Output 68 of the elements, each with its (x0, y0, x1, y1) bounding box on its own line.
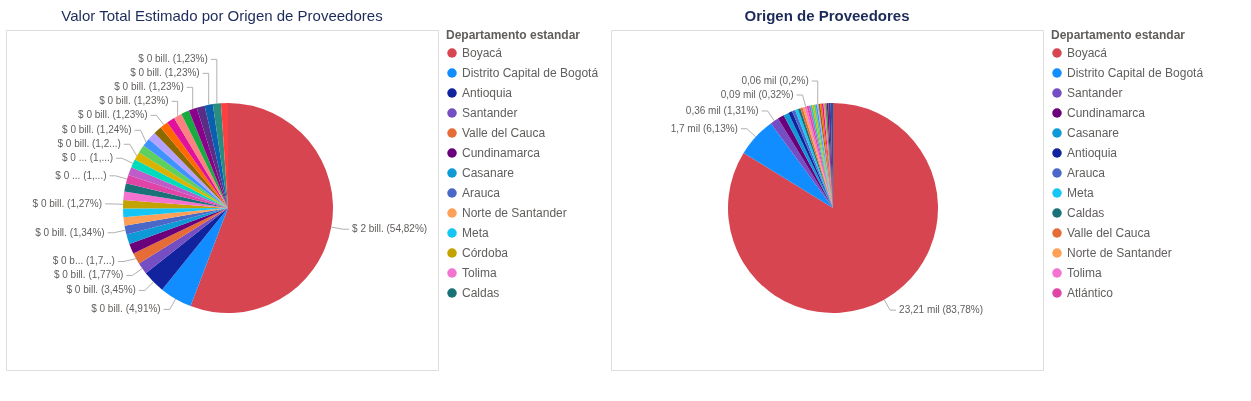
legend-label: Distrito Capital de Bogotá (1067, 66, 1204, 80)
data-label: $ 0 bill. (1,23%) (114, 81, 184, 93)
pie-slice (123, 208, 228, 226)
pie-slice (190, 103, 333, 313)
legend-label: Valle del Cauca (1067, 226, 1151, 240)
pie-slice (124, 208, 228, 235)
legend-label: Arauca (462, 186, 501, 200)
data-label: $ 0 bill. (1,2...) (57, 138, 121, 150)
legend-label: Santander (462, 106, 518, 120)
legend-label: Norte de Santander (1067, 246, 1172, 260)
legend-label: Antioquia (1067, 146, 1118, 160)
legend-label: Boyacá (462, 46, 503, 60)
pie-slice (145, 208, 228, 290)
legend-label: Caldas (1067, 206, 1105, 220)
legend-label: Boyacá (1067, 46, 1108, 60)
pie-slice (124, 183, 228, 208)
legend-label: Tolima (1067, 266, 1102, 280)
data-label: $ 0 bill. (1,23%) (138, 53, 208, 65)
legend-label: Casanare (462, 166, 515, 180)
legend-label: Atlántico (1067, 286, 1114, 300)
data-label: 0,06 mil (0,2%) (741, 75, 809, 87)
pie-slice (126, 208, 228, 244)
pie-slice (123, 191, 228, 208)
legend-label: Meta (462, 226, 489, 240)
data-label: $ 0 ... (1,...) (61, 152, 114, 164)
data-label: $ 0 b... (1,7...) (52, 255, 115, 267)
legend-label: Antioquia (462, 86, 513, 100)
pie-slice (162, 208, 228, 307)
pie-slice (181, 110, 228, 208)
data-label: $ 0 bill. (1,27%) (32, 197, 103, 209)
legend-label: Cundinamarca (462, 146, 541, 160)
data-label: $ 0 bill. (1,24%) (62, 124, 132, 136)
data-label: $ 0 bill. (1,34%) (35, 226, 105, 238)
legend-title: Departamento estandar (446, 28, 581, 42)
legend-label: Valle del Cauca (462, 126, 546, 140)
legend-label: Meta (1067, 186, 1094, 200)
data-label: 23,21 mil (83,78%) (899, 304, 984, 316)
chart-title: Valor Total Estimado por Origen de Proveedores (61, 7, 383, 24)
legend-label: Santander (1067, 86, 1123, 100)
legend-title: Departamento estandar (1051, 28, 1186, 42)
data-label: 0,36 mil (1,31%) (685, 104, 759, 116)
legend-label: Norte de Santander (462, 206, 567, 220)
legend-label: Casanare (1067, 126, 1120, 140)
data-label: $ 0 bill. (4,91%) (91, 303, 161, 315)
data-label: 1,7 mil (6,13%) (670, 122, 738, 134)
pie-slice (743, 123, 833, 208)
pie-slice (204, 104, 228, 208)
legend-label: Cundinamarca (1067, 106, 1146, 120)
data-label: $ 0 bill. (1,23%) (78, 109, 148, 121)
chart-title: Origen de Proveedores (744, 7, 910, 24)
pie-slice (133, 208, 228, 264)
legend-label: Distrito Capital de Bogotá (462, 66, 599, 80)
data-label: $ 0 bill. (1,23%) (99, 95, 169, 107)
data-label: $ 0 ... (1,...) (55, 169, 107, 181)
data-label: $ 0 bill. (1,77%) (53, 269, 124, 281)
pie-slice (138, 208, 228, 274)
data-label: $ 0 bill. (1,23%) (130, 67, 200, 79)
data-label: $ 2 bill. (54,82%) (352, 223, 428, 235)
pie-slice (128, 167, 228, 208)
data-label: $ 0 bill. (3,45%) (66, 284, 136, 296)
legend-label: Caldas (462, 286, 500, 300)
pie-slice (212, 103, 228, 208)
legend-label: Córdoba (462, 246, 509, 260)
data-label: 0,09 mil (0,32%) (720, 89, 794, 101)
pie-slice (129, 208, 228, 254)
legend-label: Tolima (462, 266, 497, 280)
legend-label: Arauca (1067, 166, 1106, 180)
pie-slice (188, 107, 228, 208)
